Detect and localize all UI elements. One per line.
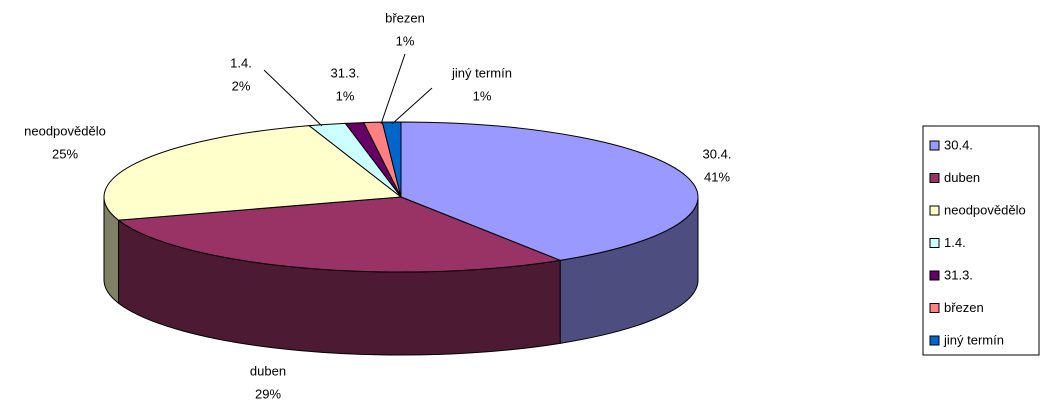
data-label-value: 1%	[473, 88, 492, 103]
data-label-value: 29%	[255, 386, 281, 401]
data-label-value: 1%	[396, 33, 415, 48]
data-label-name: duben	[250, 363, 286, 378]
legend-label: neodpovědělo	[944, 202, 1026, 217]
legend-label: 1.4.	[944, 235, 966, 250]
data-label-name: březen	[385, 10, 425, 25]
legend-swatch	[929, 303, 940, 313]
legend-swatch	[929, 173, 940, 183]
legend-swatch	[929, 270, 940, 281]
legend-swatch	[929, 335, 940, 346]
pie-slice	[381, 121, 402, 198]
data-label-name: neodpovědělo	[24, 123, 106, 138]
leader-line	[391, 87, 433, 125]
data-label-value: 25%	[52, 146, 78, 161]
legend-label: březen	[944, 300, 984, 315]
data-label-name: 1.4.	[230, 55, 252, 70]
data-label-name: 31.3.	[331, 65, 360, 80]
legend-label: 30.4.	[944, 137, 973, 152]
data-label-name: 30.4.	[703, 146, 732, 161]
legend-label: 31.3.	[944, 267, 973, 282]
legend-box	[922, 125, 1040, 356]
legend-label: jiný termín	[943, 332, 1004, 347]
pie-slice	[117, 196, 563, 273]
pie-slice	[400, 121, 699, 261]
legend-swatch	[929, 140, 940, 151]
pie-slice	[103, 125, 403, 221]
data-label-value: 1%	[336, 88, 355, 103]
data-label-name: jiný termín	[451, 65, 512, 80]
leader-line	[380, 53, 406, 125]
legend-label: duben	[944, 170, 980, 185]
data-label-value: 41%	[704, 169, 730, 184]
legend-swatch	[929, 205, 940, 216]
leader-line	[263, 69, 323, 127]
legend-swatch	[929, 238, 940, 248]
data-label-value: 2%	[232, 78, 251, 93]
